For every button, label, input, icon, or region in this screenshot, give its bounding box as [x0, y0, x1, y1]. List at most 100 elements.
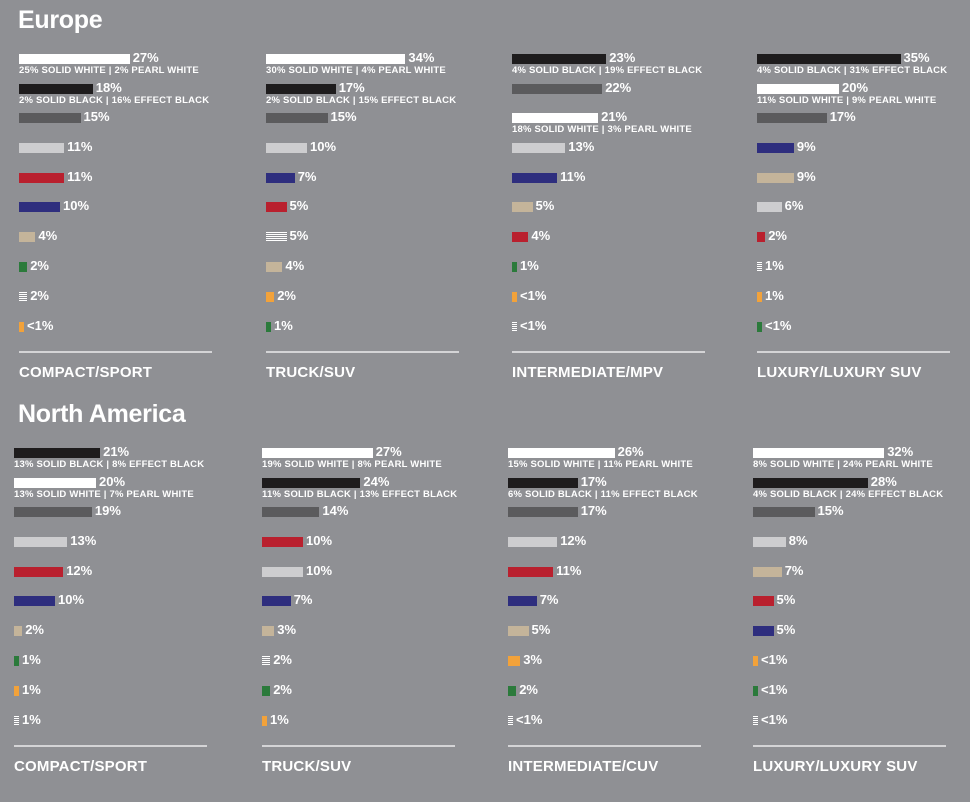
category-label: LUXURY/LUXURY SUV: [753, 758, 918, 775]
bar-breakdown-label: 2% SOLID BLACK | 15% EFFECT BLACK: [266, 94, 457, 106]
bar-blue: [512, 172, 558, 183]
category-label: COMPACT/SPORT: [19, 364, 153, 381]
bar-value-label: 2%: [30, 287, 49, 303]
bar-gray: [262, 507, 320, 517]
bar-value-label: <1%: [761, 711, 788, 727]
bar-white: [508, 448, 615, 458]
bar-breakdown-label: 13% SOLID WHITE | 7% PEARL WHITE: [14, 488, 194, 500]
category-label: INTERMEDIATE/MPV: [512, 364, 664, 381]
bar-value-label: 11%: [556, 562, 582, 578]
bar-value-label: 15%: [330, 109, 357, 124]
bar-red: [262, 536, 303, 547]
bar-breakdown-label: 6% SOLID BLACK | 11% EFFECT BLACK: [508, 488, 698, 500]
bar-yellow: [262, 715, 267, 726]
bar-value-label: 1%: [270, 711, 289, 727]
bar-blue: [753, 626, 774, 637]
bar-value-label: 1%: [22, 711, 41, 727]
bar-value-label: 7%: [297, 168, 317, 184]
bar-value-label: <1%: [761, 681, 788, 697]
bar-beige: [753, 566, 782, 577]
bar-value-label: 10%: [63, 198, 90, 214]
bar-other: [19, 291, 28, 302]
bar-black: [512, 54, 607, 64]
bar-value-label: 35%: [903, 50, 930, 65]
bar-value-label: <1%: [765, 317, 792, 333]
bar-value-label: 1%: [520, 258, 539, 273]
chart-panel-europe-truck-suv: 34% 30% SOLID WHITE | 4% PEARL WHITE 17% 2%…: [266, 51, 466, 394]
bar-beige: [508, 626, 529, 637]
bar-value-label: 11%: [560, 168, 586, 184]
category-divider: [512, 351, 705, 353]
bar-other: [757, 262, 762, 272]
bar-value-label: 13%: [568, 138, 595, 154]
bar-breakdown-label: 19% SOLID WHITE | 8% PEARL WHITE: [262, 459, 442, 470]
chart-panel-europe-luxury-luxury-suv: 35% 4% SOLID BLACK | 31% EFFECT BLACK 20% 1…: [757, 50, 957, 394]
category-label: COMPACT/SPORT: [14, 758, 148, 775]
bar-beige: [757, 172, 794, 183]
bar-silver: [508, 536, 558, 547]
bar-gray: [19, 113, 81, 123]
bar-red: [19, 172, 65, 183]
bar-silver: [266, 142, 307, 153]
bar-other: [266, 232, 287, 243]
chart-panel-north-america-intermediate-cuv: 26% 15% SOLID WHITE | 11% PEARL WHITE 17% 6…: [508, 445, 708, 788]
bar-value-label: 2%: [273, 652, 292, 667]
category-divider: [266, 351, 459, 353]
bar-value-label: 23%: [609, 50, 636, 65]
bar-white: [757, 83, 839, 94]
category-divider: [508, 745, 701, 747]
chart-panel-north-america-luxury-luxury-suv: 32% 8% SOLID WHITE | 24% PEARL WHITE 28% 4%…: [753, 445, 953, 788]
bar-value-label: 7%: [784, 562, 804, 578]
bar-breakdown-label: 13% SOLID BLACK | 8% EFFECT BLACK: [14, 459, 205, 470]
bar-value-label: <1%: [761, 652, 788, 667]
bar-gray: [14, 507, 92, 517]
bar-other: [14, 715, 19, 726]
bar-beige: [262, 626, 275, 637]
bar-beige: [14, 626, 23, 637]
region-title-europe: Europe: [18, 6, 103, 34]
bar-value-label: 11%: [67, 138, 93, 154]
category-divider: [14, 745, 207, 747]
bar-other: [753, 715, 758, 726]
bar-value-label: <1%: [27, 317, 54, 333]
bar-yellow: [753, 656, 758, 666]
bar-value-label: 5%: [289, 198, 309, 214]
bar-value-label: <1%: [520, 317, 547, 333]
chart-panel-north-america-truck-suv: 27% 19% SOLID WHITE | 8% PEARL WHITE 24% 11…: [262, 445, 462, 788]
bar-yellow: [266, 291, 275, 302]
bar-breakdown-label: 30% SOLID WHITE | 4% PEARL WHITE: [266, 65, 446, 76]
bar-value-label: 24%: [363, 473, 390, 489]
bar-red: [508, 566, 554, 577]
bar-value-label: 2%: [273, 681, 292, 697]
bar-value-label: <1%: [516, 711, 543, 727]
bar-value-label: 21%: [103, 444, 130, 459]
bar-value-label: 14%: [322, 503, 349, 518]
bar-value-label: 3%: [277, 622, 297, 638]
bar-value-label: 10%: [306, 532, 333, 548]
bar-value-label: 12%: [66, 562, 93, 578]
bar-white: [753, 448, 885, 458]
bar-value-label: 15%: [83, 109, 110, 124]
bar-silver: [14, 536, 68, 547]
bar-value-label: 17%: [580, 473, 607, 489]
bar-yellow: [508, 656, 521, 666]
bar-value-label: 10%: [306, 562, 333, 578]
bar-breakdown-label: 8% SOLID WHITE | 24% PEARL WHITE: [753, 459, 933, 470]
category-label: LUXURY/LUXURY SUV: [757, 364, 922, 381]
bar-value-label: 17%: [338, 79, 365, 95]
bar-yellow: [512, 291, 517, 302]
bar-black: [757, 54, 901, 64]
bar-value-label: 10%: [310, 138, 337, 154]
bar-breakdown-label: 4% SOLID BLACK | 19% EFFECT BLACK: [512, 65, 703, 76]
bar-yellow: [19, 321, 24, 332]
bar-breakdown-label: 4% SOLID BLACK | 24% EFFECT BLACK: [753, 488, 944, 500]
category-divider: [753, 745, 946, 747]
bar-yellow: [757, 291, 762, 302]
bar-value-label: 3%: [523, 652, 543, 667]
bar-value-label: 4%: [285, 258, 305, 273]
bar-value-label: 7%: [293, 592, 313, 608]
bar-breakdown-label: 11% SOLID WHITE | 9% PEARL WHITE: [757, 94, 937, 106]
bar-breakdown-label: 25% SOLID WHITE | 2% PEARL WHITE: [19, 65, 199, 76]
bar-blue: [757, 142, 794, 153]
bar-value-label: 1%: [765, 287, 784, 303]
